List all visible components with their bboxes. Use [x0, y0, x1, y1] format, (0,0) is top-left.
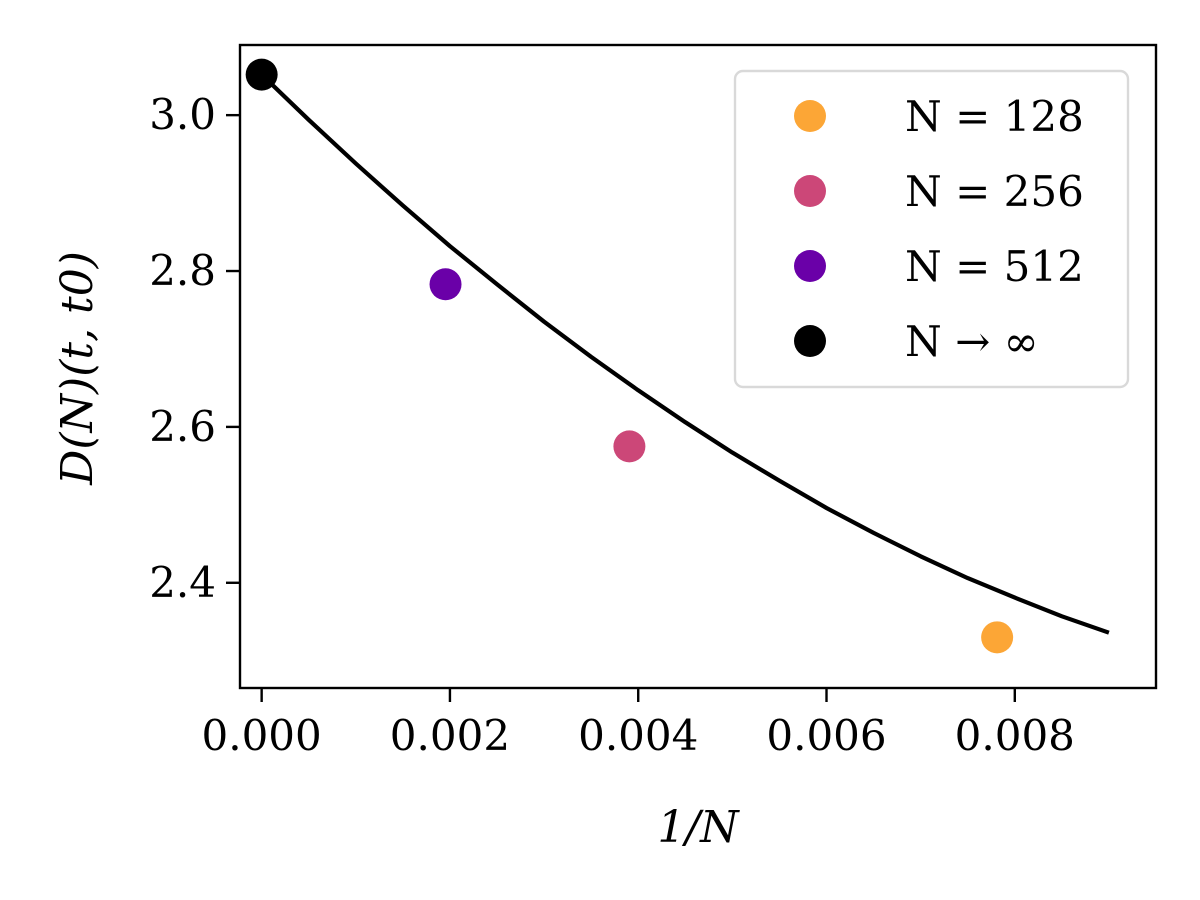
legend-marker — [794, 100, 826, 132]
legend-label: N = 256 — [905, 167, 1084, 216]
plot-frame — [238, 43, 1158, 690]
data-point-3 — [245, 58, 278, 91]
legend-marker — [794, 250, 826, 282]
x-tick-label: 0.006 — [766, 711, 886, 760]
fit-curve — [260, 73, 1110, 635]
x-axis-title: 1/N — [657, 802, 740, 853]
x-tick-label: 0.000 — [202, 711, 322, 760]
points-layer — [245, 58, 1014, 654]
x-tick-label: 0.004 — [578, 711, 698, 760]
y-tick-label: 2.8 — [149, 246, 216, 295]
y-axis-title: D(N)(t, t0) — [52, 251, 103, 486]
y-axis: 2.4 2.6 2.8 3.0 — [149, 90, 240, 607]
x-axis: 0.000 0.002 0.004 0.006 0.008 — [202, 688, 1075, 760]
legend-label: N → ∞ — [905, 317, 1039, 366]
y-tick-label: 3.0 — [149, 90, 216, 139]
legend-frame — [733, 69, 1130, 389]
data-point-2 — [429, 268, 462, 301]
x-tick-label: 0.008 — [955, 711, 1075, 760]
legend-marker — [794, 175, 826, 207]
legend-marker — [794, 325, 826, 357]
y-axis-title-text: D(N)(t, t0) — [52, 251, 103, 486]
data-point-1 — [613, 430, 646, 463]
y-tick-label: 2.6 — [149, 402, 216, 451]
data-point-0 — [981, 621, 1014, 654]
legend-items: N = 128 N = 256 N = 512 N → ∞ — [794, 92, 1084, 366]
fit-layer — [260, 73, 1110, 635]
y-tick-label: 2.4 — [149, 558, 216, 607]
legend-label: N = 512 — [905, 242, 1084, 291]
legend: N = 128 N = 256 N = 512 N → ∞ — [733, 69, 1130, 389]
x-tick-label: 0.002 — [390, 711, 510, 760]
legend-label: N = 128 — [905, 92, 1084, 141]
x-axis-title-text: 1/N — [657, 802, 740, 853]
